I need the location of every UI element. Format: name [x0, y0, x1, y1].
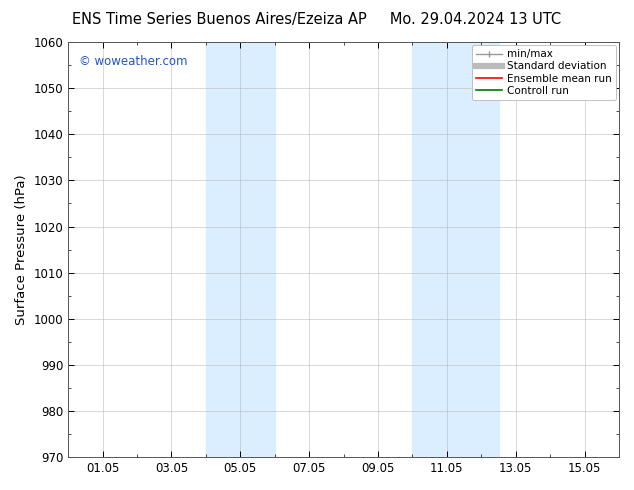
Legend: min/max, Standard deviation, Ensemble mean run, Controll run: min/max, Standard deviation, Ensemble me…: [472, 45, 616, 100]
Bar: [206, 42, 275, 457]
Text: ENS Time Series Buenos Aires/Ezeiza AP     Mo. 29.04.2024 13 UTC: ENS Time Series Buenos Aires/Ezeiza AP M…: [72, 12, 562, 27]
Text: © woweather.com: © woweather.com: [79, 54, 188, 68]
Bar: [413, 42, 498, 457]
Y-axis label: Surface Pressure (hPa): Surface Pressure (hPa): [15, 174, 28, 325]
